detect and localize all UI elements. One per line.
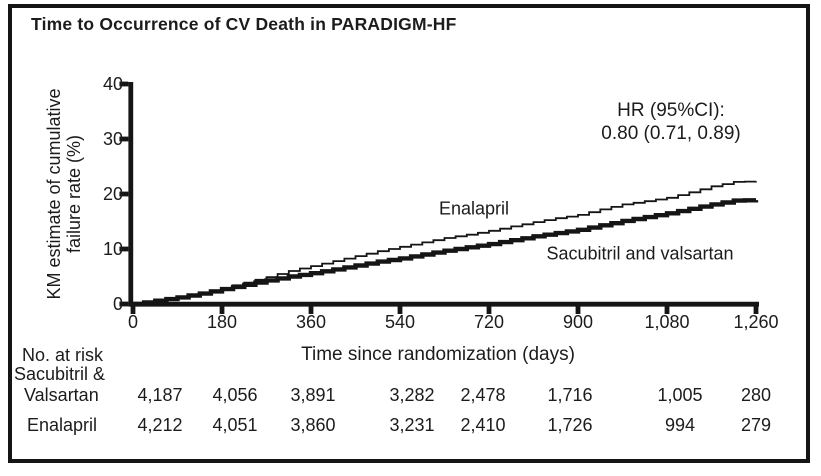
risk-value: 279 — [740, 415, 772, 435]
hr-annotation-line2: 0.80 (0.71, 0.89) — [601, 123, 741, 144]
hr-annotation: HR (95%CI): 0.80 (0.71, 0.89) — [601, 99, 740, 145]
x-tick-label: 900 — [562, 312, 594, 332]
risk-value: 2,410 — [460, 415, 506, 435]
y-tick-label: 0 — [112, 294, 123, 314]
x-axis-title: Time since randomization (days) — [301, 344, 575, 365]
risk-table-header: No. at risk — [22, 345, 104, 365]
series-curve-sacubitril-and-valsartan — [133, 198, 759, 307]
x-tick-label: 1,080 — [644, 312, 690, 332]
risk-value: 1,005 — [657, 385, 703, 405]
x-tick-label: 0 — [127, 312, 139, 332]
risk-value: 3,282 — [389, 385, 435, 405]
km-curves — [133, 180, 759, 307]
hr-annotation-line1: HR (95%CI): — [617, 100, 725, 121]
risk-value: 4,056 — [212, 385, 258, 405]
risk-value: 4,051 — [212, 415, 258, 435]
risk-value: 4,212 — [137, 415, 183, 435]
series-curve-enalapril — [133, 180, 757, 305]
x-tick-label: 360 — [295, 312, 327, 332]
y-tick-label: 10 — [102, 239, 123, 259]
risk-value: 280 — [740, 385, 772, 405]
y-tick-label: 40 — [102, 74, 123, 94]
risk-value: 3,891 — [290, 385, 336, 405]
axes — [119, 81, 759, 314]
x-tick-label: 540 — [384, 312, 416, 332]
risk-value: 1,726 — [547, 415, 593, 435]
y-tick-label: 30 — [102, 129, 123, 149]
risk-value: 3,231 — [389, 415, 435, 435]
x-tick-label: 720 — [473, 312, 505, 332]
risk-value: 4,187 — [137, 385, 183, 405]
risk-value: 1,716 — [547, 385, 593, 405]
x-tick-label: 1,260 — [733, 312, 779, 332]
risk-row-label-sacubitril-line1: Sacubitril & — [14, 364, 106, 384]
risk-value: 3,860 — [290, 415, 336, 435]
x-tick-label: 180 — [206, 312, 238, 332]
risk-value: 2,478 — [460, 385, 506, 405]
series-label-sacubitril-valsartan: Sacubitril and valsartan — [546, 243, 734, 264]
risk-row-label-sacubitril-line2: Valsartan — [24, 385, 99, 405]
risk-value: 994 — [664, 415, 696, 435]
y-tick-label: 20 — [102, 184, 123, 204]
risk-row-label-enalapril: Enalapril — [27, 415, 98, 435]
series-label-enalapril: Enalapril — [438, 198, 510, 219]
figure-title: Time to Occurrence of CV Death in PARADI… — [31, 14, 457, 34]
figure-border — [8, 4, 810, 463]
